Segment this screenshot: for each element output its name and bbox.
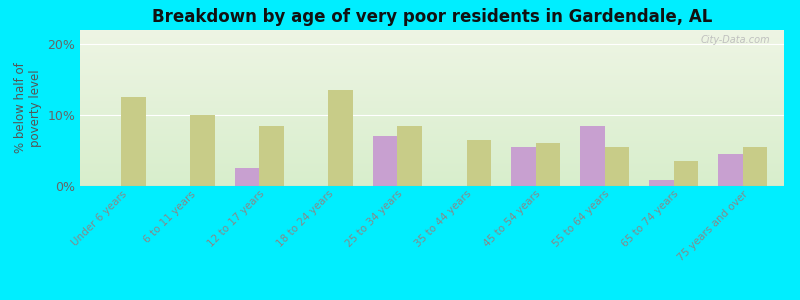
Bar (122, 98, 146, 186)
Bar (511, 147, 535, 186)
Bar (329, 90, 353, 186)
Bar (742, 147, 766, 186)
Bar (718, 154, 742, 186)
Bar (580, 126, 605, 186)
Bar (398, 126, 422, 186)
Bar (535, 143, 560, 186)
Bar (235, 168, 259, 186)
Bar (374, 136, 398, 186)
Bar (650, 180, 674, 186)
Bar (674, 161, 698, 186)
Title: Breakdown by age of very poor residents in Gardendale, AL: Breakdown by age of very poor residents … (152, 8, 712, 26)
Bar (259, 126, 284, 186)
Bar (466, 140, 490, 186)
Y-axis label: % below half of
poverty level: % below half of poverty level (14, 63, 42, 153)
Bar (190, 115, 214, 186)
Text: City-Data.com: City-Data.com (700, 35, 770, 45)
Bar (605, 147, 629, 186)
